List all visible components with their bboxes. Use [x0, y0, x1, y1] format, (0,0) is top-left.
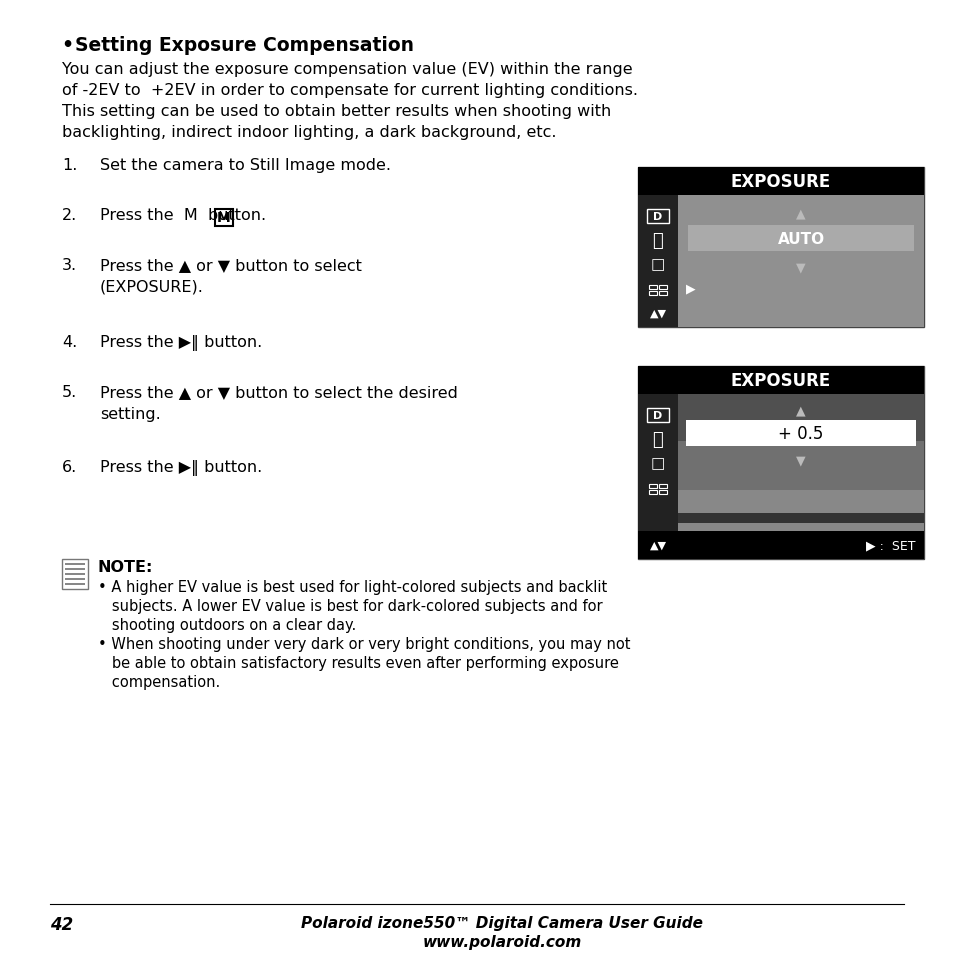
Text: • When shooting under very dark or very bright conditions, you may not: • When shooting under very dark or very … — [98, 637, 630, 651]
Text: ⬜: ⬜ — [652, 431, 662, 449]
Text: 2.: 2. — [62, 208, 77, 223]
Text: Press the ▲ or ▼ button to select the desired: Press the ▲ or ▼ button to select the de… — [100, 385, 457, 399]
Text: ⬜: ⬜ — [652, 232, 662, 250]
Bar — [687, 226, 913, 252]
Bar — [678, 395, 923, 441]
Text: □: □ — [650, 456, 664, 471]
Bar — [659, 292, 666, 295]
Text: 1.: 1. — [62, 158, 77, 172]
Text: setting.: setting. — [100, 407, 161, 421]
Bar — [638, 367, 923, 559]
Bar — [648, 292, 657, 295]
Text: Press the ▲ or ▼ button to select: Press the ▲ or ▼ button to select — [100, 257, 361, 273]
Bar — [646, 210, 668, 224]
Bar — [659, 491, 666, 495]
Text: • A higher EV value is best used for light-colored subjects and backlit: • A higher EV value is best used for lig… — [98, 579, 607, 595]
Text: ▲: ▲ — [796, 208, 805, 220]
Bar — [685, 420, 915, 447]
Text: of -2EV to  +2EV in order to compensate for current lighting conditions.: of -2EV to +2EV in order to compensate f… — [62, 83, 638, 98]
Text: ▶ :  SET: ▶ : SET — [865, 539, 915, 552]
Text: M: M — [217, 212, 231, 225]
Text: ▶: ▶ — [685, 282, 695, 295]
Bar — [214, 210, 233, 227]
Bar — [678, 491, 923, 532]
Bar — [65, 568, 85, 570]
Text: EXPOSURE: EXPOSURE — [730, 372, 830, 390]
Text: Press the ▶‖ button.: Press the ▶‖ button. — [100, 335, 262, 351]
Text: + 0.5: + 0.5 — [778, 424, 822, 442]
Text: ▲: ▲ — [796, 404, 805, 417]
Text: ▼: ▼ — [796, 454, 805, 467]
Bar — [648, 491, 657, 495]
Bar — [638, 195, 678, 328]
Text: shooting outdoors on a clear day.: shooting outdoors on a clear day. — [98, 618, 355, 633]
Text: 3.: 3. — [62, 257, 77, 273]
Text: Set the camera to Still Image mode.: Set the camera to Still Image mode. — [100, 158, 391, 172]
Text: D: D — [653, 411, 662, 420]
Text: 6.: 6. — [62, 459, 77, 475]
Bar — [65, 563, 85, 565]
Bar — [638, 168, 923, 195]
Text: You can adjust the exposure compensation value (EV) within the range: You can adjust the exposure compensation… — [62, 62, 632, 77]
Text: www.polaroid.com: www.polaroid.com — [422, 934, 581, 949]
Text: ▲▼: ▲▼ — [649, 540, 666, 551]
Text: NOTE:: NOTE: — [98, 559, 153, 575]
Text: □: □ — [650, 257, 664, 273]
Text: Press the ▶‖ button.: Press the ▶‖ button. — [100, 459, 262, 476]
Bar — [65, 574, 85, 575]
Text: subjects. A lower EV value is best for dark-colored subjects and for: subjects. A lower EV value is best for d… — [98, 598, 602, 614]
Bar — [638, 367, 923, 395]
Bar — [678, 195, 923, 328]
Bar — [638, 168, 923, 328]
Text: 42: 42 — [50, 915, 73, 933]
Text: (EXPOSURE).: (EXPOSURE). — [100, 280, 204, 294]
Bar — [638, 532, 923, 559]
Text: Polaroid izone550™ Digital Camera User Guide: Polaroid izone550™ Digital Camera User G… — [301, 915, 702, 930]
Bar — [678, 395, 923, 532]
Text: backlighting, indirect indoor lighting, a dark background, etc.: backlighting, indirect indoor lighting, … — [62, 125, 556, 140]
Bar — [65, 578, 85, 579]
Text: 5.: 5. — [62, 385, 77, 399]
Text: EXPOSURE: EXPOSURE — [730, 172, 830, 191]
Bar — [646, 409, 668, 422]
Bar — [648, 286, 657, 290]
Text: D: D — [653, 212, 662, 222]
Text: ▼: ▼ — [796, 261, 805, 274]
Text: compensation.: compensation. — [98, 675, 220, 689]
Bar — [62, 559, 88, 589]
Text: Press the  M  button.: Press the M button. — [100, 208, 266, 223]
Text: AUTO: AUTO — [777, 232, 823, 246]
Bar — [678, 514, 923, 523]
Text: This setting can be used to obtain better results when shooting with: This setting can be used to obtain bette… — [62, 104, 611, 119]
Text: Setting Exposure Compensation: Setting Exposure Compensation — [75, 36, 414, 55]
Bar — [648, 484, 657, 489]
Bar — [659, 484, 666, 489]
Text: •: • — [62, 36, 81, 55]
Text: be able to obtain satisfactory results even after performing exposure: be able to obtain satisfactory results e… — [98, 656, 618, 670]
Bar — [659, 286, 666, 290]
Bar — [65, 583, 85, 585]
Bar — [638, 395, 678, 532]
Text: ▲▼: ▲▼ — [649, 309, 666, 318]
Text: 4.: 4. — [62, 335, 77, 350]
